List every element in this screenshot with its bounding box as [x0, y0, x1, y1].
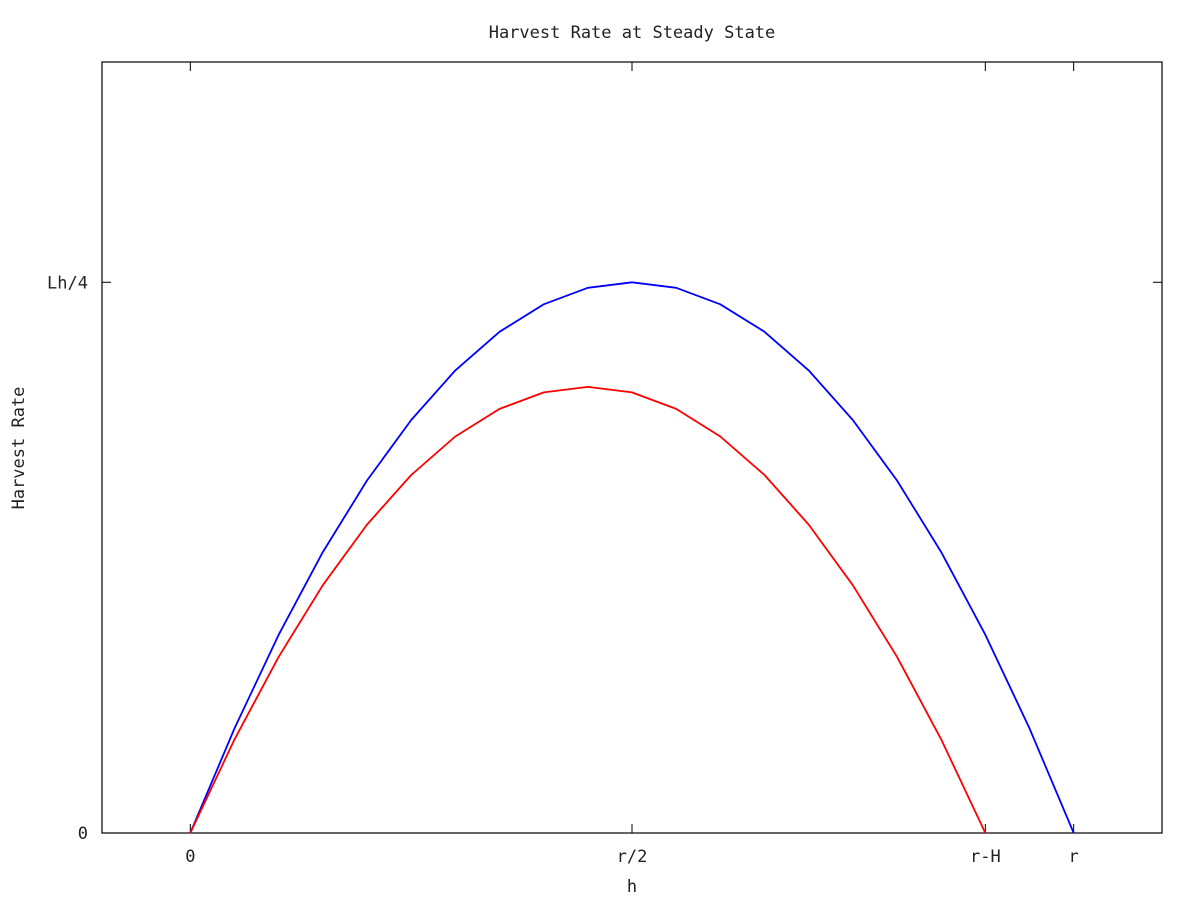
x-tick-label-2: r-H [970, 847, 1001, 867]
x-tick-label-0: 0 [185, 847, 195, 867]
series-lines [189, 281, 1075, 834]
plot-frame [101, 61, 1163, 834]
plot-area: 0 r/2 r-H r 0 Lh/4 [47, 61, 1163, 867]
x-axis-label: h [627, 877, 637, 897]
y-axis-label: Harvest Rate [9, 387, 29, 510]
series-line-1 [189, 385, 987, 834]
y-tick-label-0: 0 [78, 824, 88, 844]
x-tick-label-1: r/2 [617, 847, 648, 867]
x-tick-label-3: r [1069, 847, 1079, 867]
chart-title: Harvest Rate at Steady State [489, 23, 776, 43]
axis-ticks: 0 r/2 r-H r 0 Lh/4 [47, 62, 1162, 867]
y-tick-label-1: Lh/4 [47, 273, 88, 293]
series-line-0 [189, 281, 1075, 834]
